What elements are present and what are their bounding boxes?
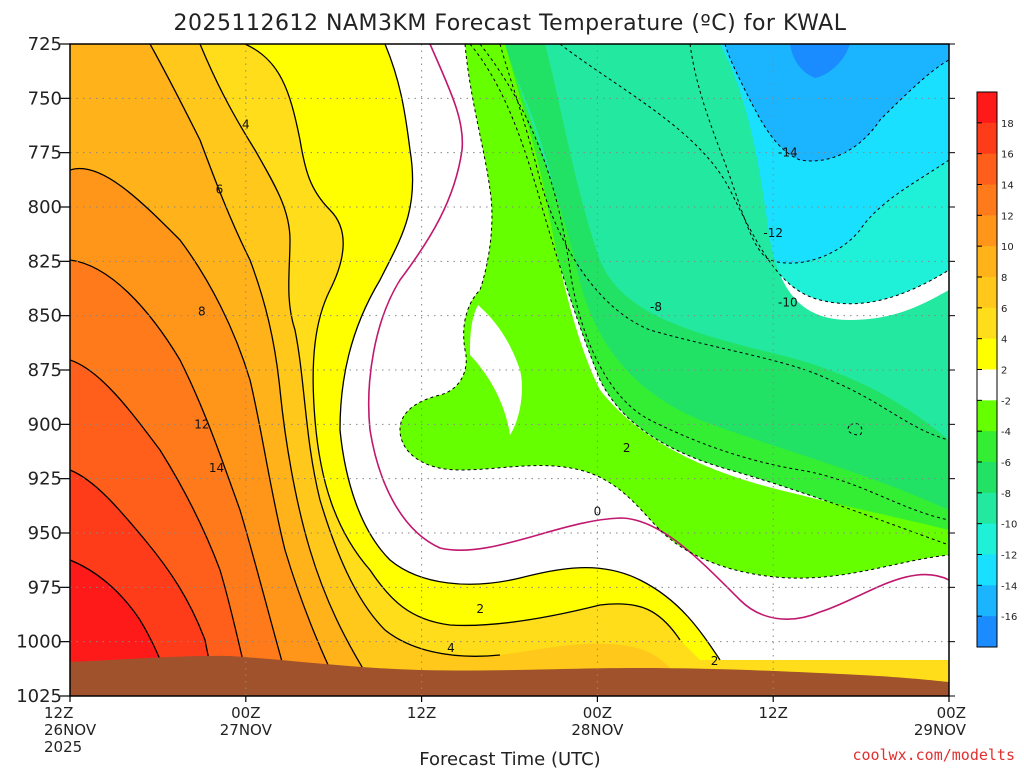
colorbar-swatch [977,277,997,309]
colorbar-tick-label: 14 [1001,181,1014,192]
band-minus-2-to-minus-4 [400,44,949,579]
colorbar-tick-label: 6 [1001,304,1007,315]
x-tick-label: 26NOV [44,721,97,739]
x-tick-label: 00Z [937,704,966,722]
y-tick-label: 825 [28,251,62,272]
x-tick-label: 27NOV [220,721,273,739]
band-minus-16-to-minus-18 [790,44,850,78]
colorbar-swatch [977,400,997,432]
x-tick-label: 2025 [44,738,82,756]
contour-label: -8 [650,300,662,314]
x-tick-label: 28NOV [571,721,624,739]
colorbar-tick-label: -2 [1001,396,1011,407]
colorbar-tick-label: 16 [1001,150,1014,161]
colorbar-swatch [977,184,997,216]
site-credit: coolwx.com/modelts [852,746,1015,764]
y-tick-label: 800 [28,197,62,218]
x-tick-label: 29NOV [914,721,967,739]
colorbar-tick-label: 18 [1001,119,1014,130]
y-tick-label: 875 [28,360,62,381]
x-tick-label: 00Z [231,704,260,722]
ground-surface [70,655,949,696]
warm-pocket-near-zero [470,305,522,435]
colorbar-tick-label: 8 [1001,273,1007,284]
colorbar-tick-label: -14 [1001,581,1017,592]
colorbar-swatch [977,523,997,555]
y-tick-label: 1000 [16,632,62,653]
colorbar-tick-label: -8 [1001,489,1011,500]
contour-label: 14 [209,461,224,475]
colorbar-swatch [977,307,997,340]
contour-label: 12 [194,417,209,431]
colorbar-tick-label: -12 [1001,551,1017,562]
y-axis: 725 750 775 800 825 850 875 900 925 950 975 1000 102… [16,34,955,707]
y-tick-label: 925 [28,469,62,490]
y-tick-label: 950 [28,523,62,544]
band-minus-14-to-minus-16 [725,44,949,161]
x-tick-label: 12Z [759,704,788,722]
colorbar-tick-label: 10 [1001,242,1014,253]
colorbar-swatch [977,554,997,586]
contour-label: -12 [763,226,783,240]
x-tick-label: 12Z [44,704,73,722]
warm-isotherms [70,44,721,691]
colorbar-tick-label: -10 [1001,520,1017,531]
x-axis-label: Forecast Time (UTC) [419,749,600,768]
colorbar-swatch [977,369,997,401]
contour-label: 8 [198,304,206,318]
colorbar-swatch [977,338,997,370]
temperature-colorbar: 18 16 14 12 10 8 6 4 2 -2 -4 -6 -8 -10 -12 -14 -16 [976,91,1017,648]
x-tick-label: 12Z [407,704,436,722]
contour-label: 0 [594,504,602,518]
colorbar-swatch [977,431,997,463]
colorbar-swatch [977,492,997,525]
colorbar-tick-label: -6 [1001,458,1011,469]
x-tick-label: 00Z [583,704,612,722]
y-tick-label: 775 [28,143,62,164]
colorbar-swatch [977,462,997,494]
contour-label: 2 [623,441,631,455]
colorbar-swatch [977,246,997,278]
chart-title: 2025112612 NAM3KM Forecast Temperature (… [174,11,847,36]
colorbar-tick-label: -4 [1001,427,1011,438]
colorbar-tick-label: 4 [1001,335,1007,346]
colorbar-tick-label: 12 [1001,211,1014,222]
colorbar-swatch [977,92,997,124]
colorbar-swatch [977,122,997,155]
y-tick-label: 900 [28,414,62,435]
zero-isotherm [367,44,949,620]
colorbar-swatch [977,153,997,185]
y-tick-label: 850 [28,306,62,327]
y-tick-label: 750 [28,88,62,109]
contour-label: -14 [778,146,798,160]
y-tick-label: 725 [28,34,62,55]
band-minus-8-to-minus-10 [500,44,949,440]
colorbar-swatch [977,585,997,617]
colorbar-tick-label: -16 [1001,612,1017,623]
band-minus-6-to-minus-8 [480,44,949,520]
contour-label: 6 [216,183,224,197]
y-tick-label: 1025 [16,686,62,707]
contour-label: -10 [778,296,798,310]
grid-lines [70,44,949,696]
contour-label: 2 [711,654,719,668]
colorbar-swatch [977,616,997,648]
contour-labels: 4 6 8 12 14 2 4 0 2 2 -8 -10 -12 -14 [194,117,797,668]
contour-label: 4 [242,117,250,131]
temperature-field [70,44,949,696]
colorbar-tick-label: 2 [1001,366,1007,377]
y-tick-label: 975 [28,577,62,598]
contour-label: 2 [476,602,484,616]
plot-frame [69,43,950,697]
colorbar-swatch [977,215,997,247]
contour-label: 4 [447,641,455,655]
